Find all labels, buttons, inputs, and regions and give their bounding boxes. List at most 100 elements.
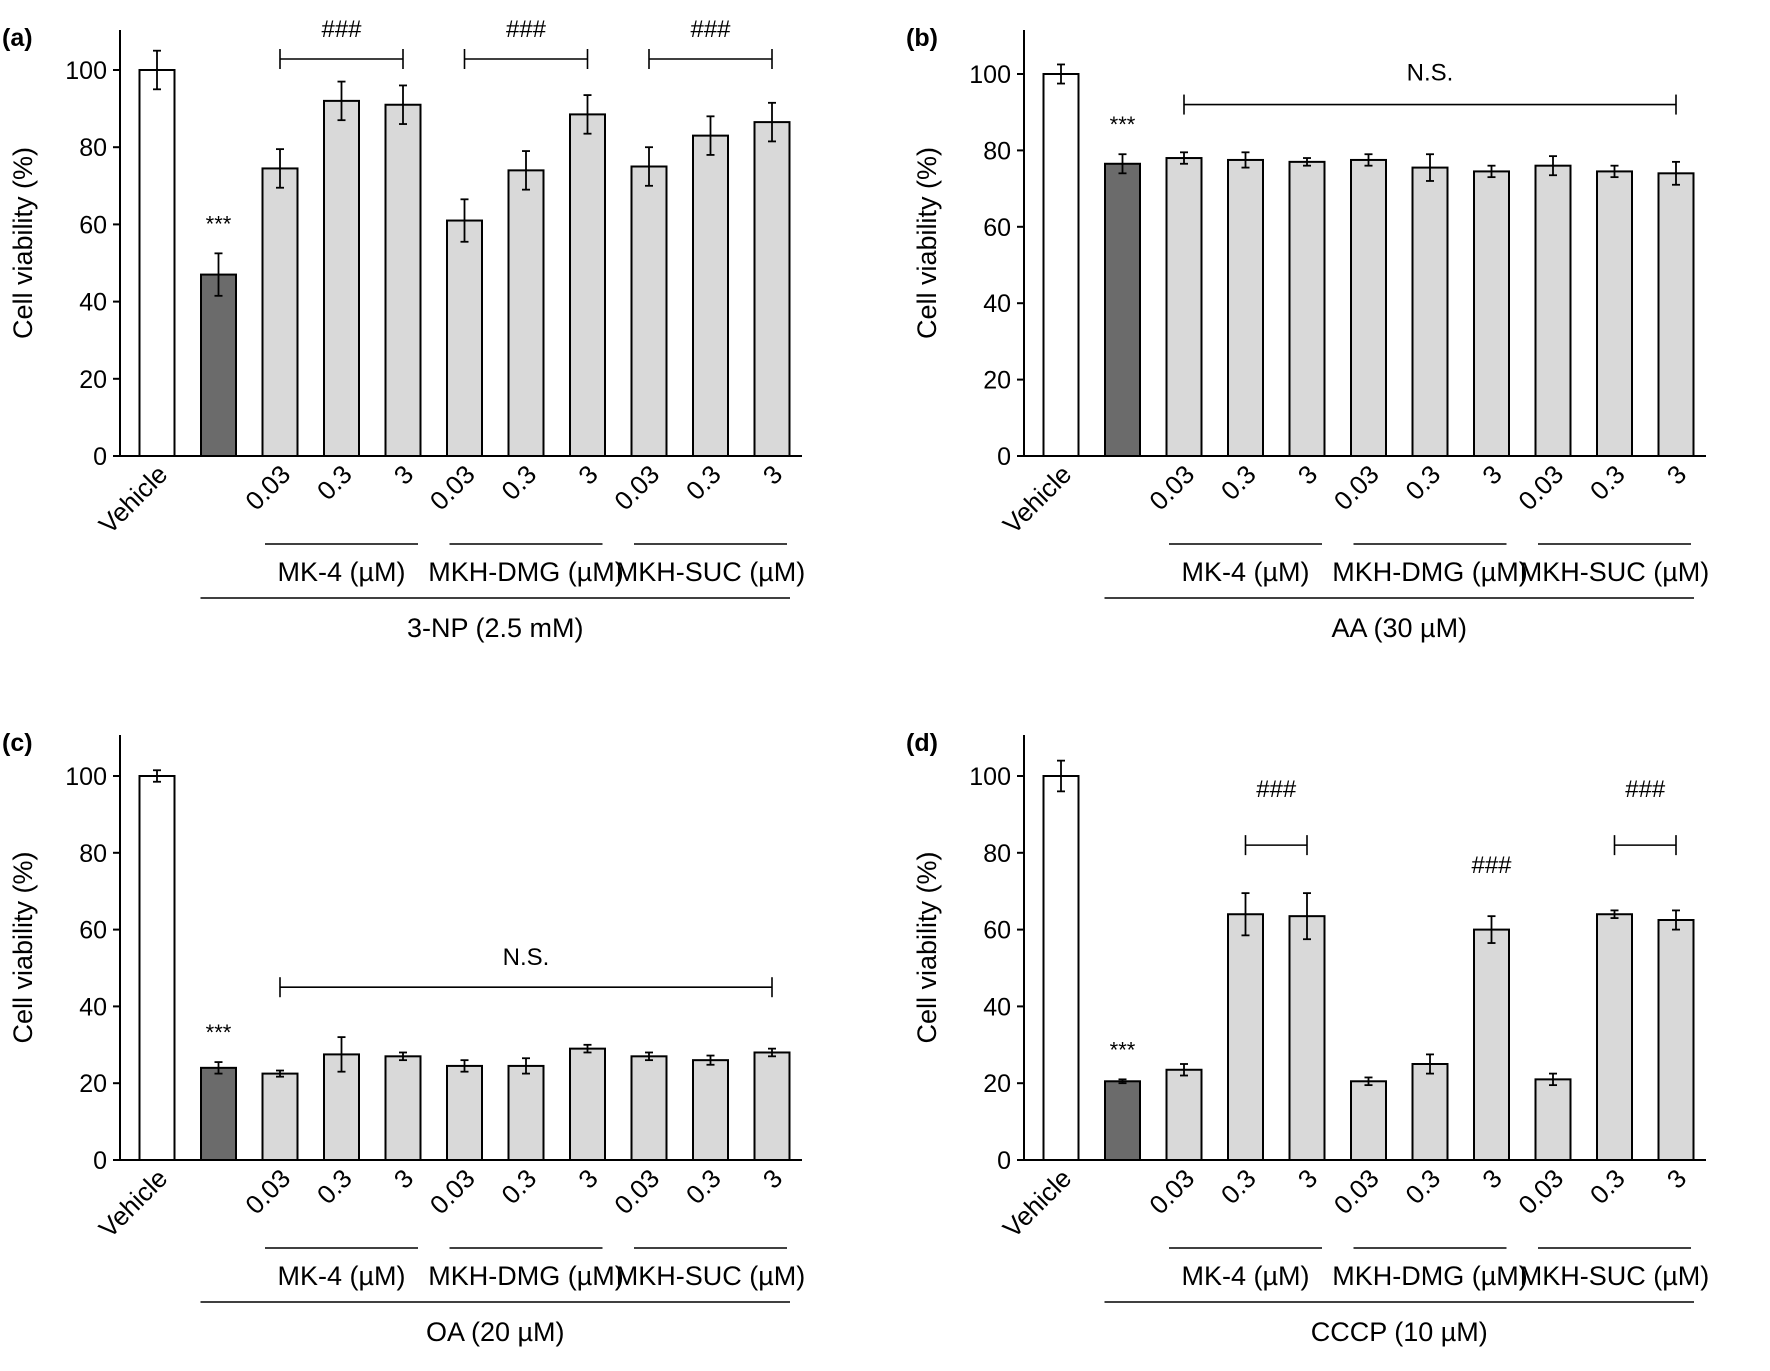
bar: [1657, 919, 1695, 1161]
panel-label: (c): [2, 729, 33, 757]
y-axis-label: Cell viability (%): [912, 147, 942, 339]
bar: [323, 99, 360, 457]
significance-label: N.S.: [503, 944, 550, 971]
x-tick-label: 0.03: [1512, 459, 1569, 516]
x-tick-label: 0.03: [424, 1163, 481, 1220]
bar: [200, 273, 237, 457]
bar: [200, 1066, 237, 1161]
y-tick-label: 80: [79, 134, 107, 162]
y-tick-label: 60: [983, 214, 1011, 242]
bar: [1042, 775, 1080, 1161]
panel-a: (a) 0 20 40 60 80 100 Cell viability (%) *** Vehi…: [2, 16, 805, 643]
bar: [753, 1051, 791, 1161]
x-tick-label: 3: [1476, 459, 1507, 490]
x-tick-label: 0.03: [1512, 1163, 1569, 1220]
toxin-significance: ***: [1110, 1037, 1136, 1062]
panel-c: (c) 0 20 40 60 80 100 Cell viability (%) *** Vehi…: [2, 729, 805, 1347]
treatment-label: 3-NP (2.5 mM): [407, 613, 584, 643]
bar: [138, 775, 176, 1161]
bar: [1227, 158, 1264, 457]
group-label: MKH-DMG (µM): [1332, 557, 1528, 587]
bar: [1288, 915, 1326, 1161]
x-tick-label: 3: [388, 459, 419, 490]
x-tick-label: 0.03: [1143, 459, 1200, 516]
significance-label: N.S.: [1407, 60, 1454, 87]
group-label: MKH-SUC (µM): [616, 1261, 806, 1291]
bar: [1596, 170, 1633, 457]
group-label: MK-4 (µM): [1181, 1261, 1309, 1291]
y-tick-label: 0: [997, 1147, 1011, 1175]
x-tick-label: 0.3: [1584, 1163, 1631, 1210]
y-tick-label: 40: [983, 290, 1011, 318]
y-tick-label: 100: [65, 763, 107, 791]
x-tick-label: 0.03: [239, 459, 296, 516]
panel-label: (b): [906, 24, 938, 52]
y-tick-label: 20: [79, 366, 107, 394]
y-tick-label: 0: [93, 1147, 107, 1175]
y-axis-label: Cell viability (%): [8, 851, 38, 1043]
group-label: MKH-DMG (µM): [428, 557, 624, 587]
y-tick-label: 60: [79, 211, 107, 239]
x-tick-label: 0.03: [424, 459, 481, 516]
significance-label: ###: [1256, 776, 1297, 803]
x-tick-label: 3: [1661, 459, 1692, 490]
x-label-vehicle: Vehicle: [997, 459, 1077, 539]
toxin-significance: ***: [206, 1020, 232, 1045]
x-tick-label: 3: [572, 1163, 603, 1194]
bar: [138, 69, 176, 457]
bar: [1411, 1063, 1449, 1161]
x-tick-label: 0.3: [1215, 459, 1262, 506]
toxin-significance: ***: [1110, 112, 1136, 137]
x-tick-label: 3: [1476, 1163, 1507, 1194]
x-tick-label: 3: [757, 459, 788, 490]
bar: [507, 1064, 545, 1162]
y-tick-label: 40: [79, 993, 107, 1021]
treatment-label: AA (30 µM): [1331, 613, 1467, 643]
bar: [1165, 157, 1203, 457]
x-tick-label: 3: [572, 459, 603, 490]
x-tick-label: 3: [757, 1163, 788, 1194]
x-tick-label: 0.3: [680, 459, 727, 506]
y-tick-label: 100: [65, 57, 107, 85]
bar: [1473, 170, 1510, 457]
bar: [1227, 913, 1264, 1161]
x-tick-label: 0.03: [1328, 459, 1385, 516]
x-tick-label: 3: [1661, 1163, 1692, 1194]
bar: [261, 167, 299, 457]
x-label-vehicle: Vehicle: [93, 459, 173, 539]
toxin-significance: ***: [206, 211, 232, 236]
panel-label: (a): [2, 24, 33, 52]
bar: [446, 219, 483, 457]
treatment-label: OA (20 µM): [426, 1317, 565, 1347]
bar: [384, 1055, 422, 1161]
x-label-vehicle: Vehicle: [997, 1163, 1077, 1243]
panel-label: (d): [906, 729, 938, 757]
y-tick-label: 100: [969, 61, 1011, 89]
bar: [1165, 1068, 1203, 1162]
y-tick-label: 80: [983, 840, 1011, 868]
group-label: MK-4 (µM): [1181, 557, 1309, 587]
x-tick-label: 0.03: [608, 1163, 665, 1220]
y-tick-label: 20: [79, 1070, 107, 1098]
group-label: MKH-DMG (µM): [1332, 1261, 1528, 1291]
x-tick-label: 0.3: [1399, 1163, 1446, 1210]
y-tick-label: 80: [79, 840, 107, 868]
y-tick-label: 60: [983, 917, 1011, 945]
x-tick-label: 0.03: [608, 459, 665, 516]
significance-label: ###: [1471, 852, 1512, 879]
bar: [1288, 160, 1326, 458]
bar: [1534, 164, 1572, 457]
bar: [384, 103, 422, 458]
x-tick-label: 0.3: [311, 1163, 358, 1210]
bar: [1596, 913, 1633, 1161]
treatment-label: CCCP (10 µM): [1311, 1317, 1488, 1347]
significance-label: ###: [321, 16, 362, 43]
x-tick-label: 0.3: [1399, 459, 1446, 506]
y-axis-label: Cell viability (%): [912, 851, 942, 1043]
bar: [630, 165, 668, 457]
y-axis-label: Cell viability (%): [8, 147, 38, 339]
x-tick-label: 3: [388, 1163, 419, 1194]
y-tick-label: 40: [79, 289, 107, 317]
group-label: MK-4 (µM): [277, 557, 405, 587]
